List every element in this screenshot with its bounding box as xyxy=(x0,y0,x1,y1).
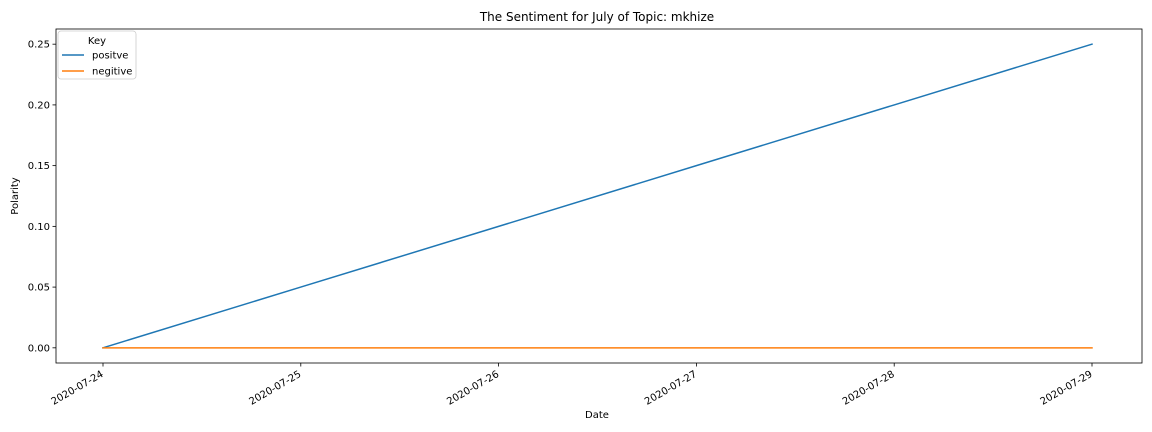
legend-label: negitive xyxy=(92,67,132,78)
axes-frame xyxy=(55,28,1143,364)
x-axis-label: Date xyxy=(585,410,609,421)
series-layer xyxy=(102,43,1093,349)
y-tick-label: 0.10 xyxy=(28,222,50,233)
series-line-positve xyxy=(102,43,1093,349)
y-axis: 0.00 0.05 0.10 0.15 0.20 0.25 xyxy=(28,40,56,354)
y-tick-label: 0.05 xyxy=(28,283,50,294)
y-tick-label: 0.25 xyxy=(28,40,50,51)
legend: Key positve negitive xyxy=(57,30,137,80)
y-axis-label: Polarity xyxy=(10,177,21,215)
legend-entries: positve negitive xyxy=(62,51,132,78)
legend-label: positve xyxy=(92,51,128,62)
plot-area xyxy=(55,28,1143,364)
chart-title: The Sentiment for July of Topic: mkhize xyxy=(479,10,714,24)
y-tick-label: 0.00 xyxy=(28,343,50,354)
y-tick-label: 0.20 xyxy=(28,100,50,111)
legend-title: Key xyxy=(88,36,106,47)
y-tick-label: 0.15 xyxy=(28,161,50,172)
legend-box xyxy=(57,30,137,80)
